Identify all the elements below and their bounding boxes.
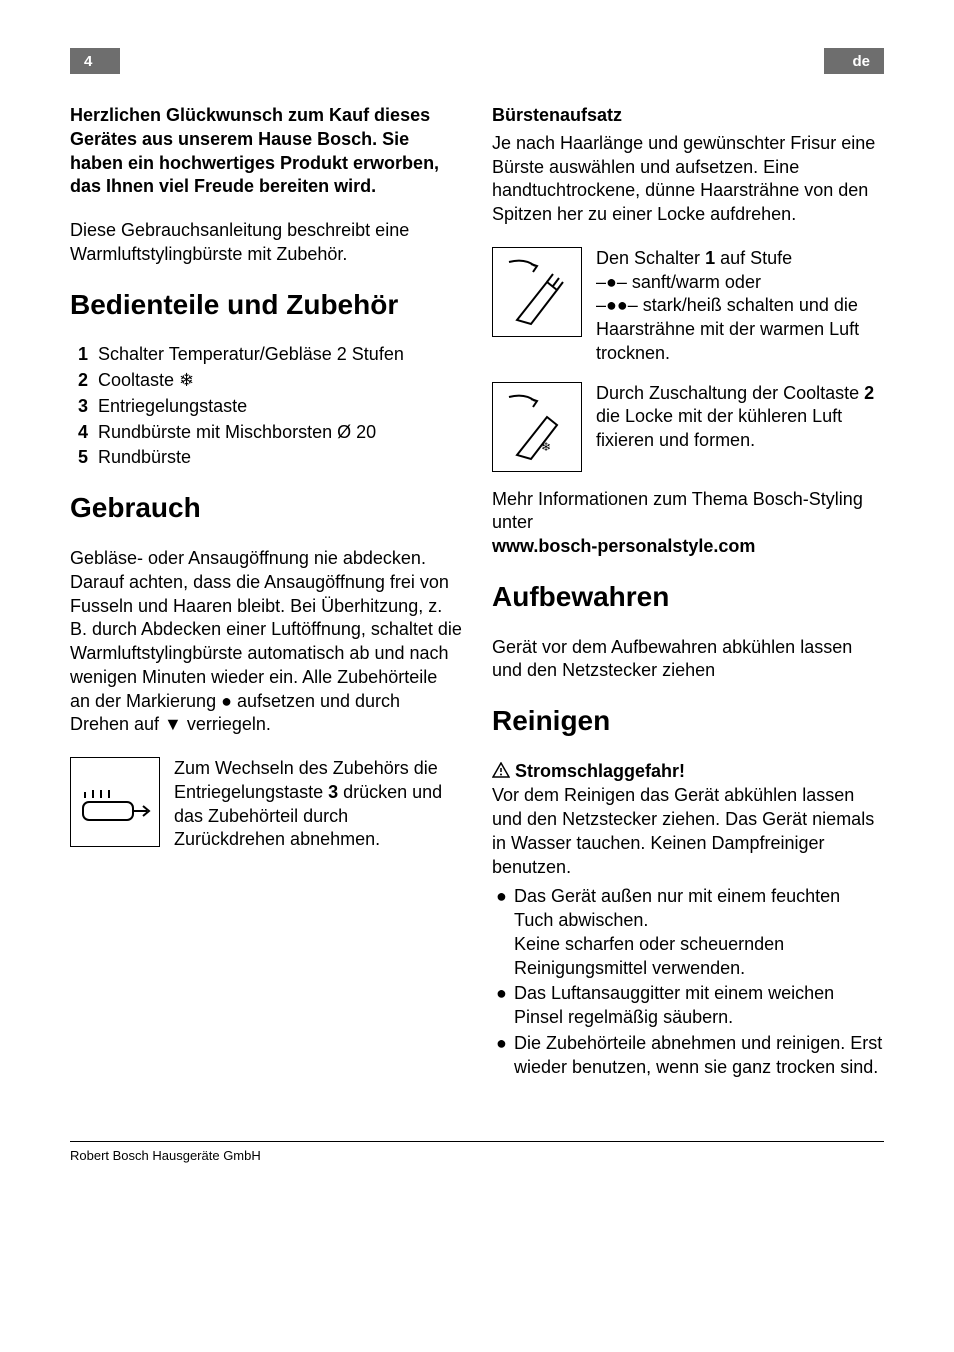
header-spacer — [120, 48, 824, 74]
use-paragraph: Gebläse- oder Ansaugöffnung nie abdecken… — [70, 547, 462, 737]
txt: –●●– stark/heiß schalten und die Haarstr… — [596, 295, 859, 363]
footer: Robert Bosch Hausgeräte GmbH — [70, 1141, 884, 1163]
header-bar: 4 de — [70, 48, 884, 74]
txt-bold: 3 — [328, 782, 338, 802]
bullet-text: Das Gerät außen nur mit einem feuchten T… — [514, 885, 884, 980]
cool-button-icon: ❄ — [492, 382, 582, 472]
bullet-mark-icon: ● — [492, 982, 514, 1030]
warning-line: Stromschlaggefahr! — [492, 760, 884, 784]
cool-figure-row: ❄ Durch Zuschaltung der Cooltaste 2 die … — [492, 382, 884, 472]
heading-store: Aufbewahren — [492, 579, 884, 616]
txt: auf Stufe — [715, 248, 792, 268]
list-item: 4Rundbürste mit Mischborsten Ø 20 — [70, 421, 462, 445]
cool-figure-text: Durch Zuschaltung der Cooltaste 2 die Lo… — [596, 382, 884, 453]
list-num: 3 — [70, 395, 98, 419]
list-item: 1Schalter Temperatur/Gebläse 2 Stufen — [70, 343, 462, 367]
list-item: 5Rundbürste — [70, 446, 462, 470]
parts-list: 1Schalter Temperatur/Gebläse 2 Stufen 2C… — [70, 343, 462, 470]
intro-bold: Herzlichen Glückwunsch zum Kauf dieses G… — [70, 104, 462, 199]
list-item: 2Cooltaste ❄ — [70, 369, 462, 393]
clean-paragraph: Vor dem Reinigen das Gerät abkühlen lass… — [492, 784, 884, 879]
txt-bold: 1 — [705, 248, 715, 268]
heading-brush-attachment: Bürstenaufsatz — [492, 104, 884, 128]
store-paragraph: Gerät vor dem Aufbewahren abkühlen lasse… — [492, 636, 884, 684]
bullet-item: ●Das Gerät außen nur mit einem feuchten … — [492, 885, 884, 980]
txt: die Locke mit der kühleren Luft fixieren… — [596, 406, 842, 450]
heat-figure-row: Den Schalter 1 auf Stufe –●– sanft/warm … — [492, 247, 884, 366]
list-item: 3Entriegelungstaste — [70, 395, 462, 419]
list-num: 1 — [70, 343, 98, 367]
content-columns: Herzlichen Glückwunsch zum Kauf dieses G… — [70, 104, 884, 1081]
hot-air-brush-icon — [492, 247, 582, 337]
clean-bullets: ●Das Gerät außen nur mit einem feuchten … — [492, 885, 884, 1079]
txt: Durch Zuschaltung der Cooltaste — [596, 383, 864, 403]
bullet-mark-icon: ● — [492, 885, 514, 980]
brush-paragraph: Je nach Haarlänge und gewünschter Frisur… — [492, 132, 884, 227]
more-info-url: www.bosch-personalstyle.com — [492, 536, 755, 556]
heading-use: Gebrauch — [70, 490, 462, 527]
more-info: Mehr Informationen zum Thema Bosch-Styli… — [492, 488, 884, 559]
left-column: Herzlichen Glückwunsch zum Kauf dieses G… — [70, 104, 462, 1081]
bullet-text: Die Zubehörteile abnehmen und reinigen. … — [514, 1032, 884, 1080]
heading-clean: Reinigen — [492, 703, 884, 740]
warning-text: Stromschlaggefahr! — [515, 761, 685, 781]
brush-release-icon — [70, 757, 160, 847]
list-text: Cooltaste ❄ — [98, 369, 462, 393]
svg-text:❄: ❄ — [541, 440, 551, 454]
language-code: de — [824, 48, 884, 74]
page: 4 de Herzlichen Glückwunsch zum Kauf die… — [0, 0, 954, 1203]
bullet-text: Das Luftansauggitter mit einem weichen P… — [514, 982, 884, 1030]
warning-icon — [492, 761, 510, 785]
intro-sub: Diese Gebrauchsanleitung beschreibt eine… — [70, 219, 462, 267]
list-text: Rundbürste — [98, 446, 462, 470]
heading-parts: Bedienteile und Zubehör — [70, 287, 462, 324]
more-info-text: Mehr Informationen zum Thema Bosch-Styli… — [492, 489, 863, 533]
heat-figure-text: Den Schalter 1 auf Stufe –●– sanft/warm … — [596, 247, 884, 366]
list-num: 4 — [70, 421, 98, 445]
bullet-mark-icon: ● — [492, 1032, 514, 1080]
list-text: Schalter Temperatur/Gebläse 2 Stufen — [98, 343, 462, 367]
list-text: Entriegelungstaste — [98, 395, 462, 419]
txt-bold: 2 — [864, 383, 874, 403]
right-column: Bürstenaufsatz Je nach Haarlänge und gew… — [492, 104, 884, 1081]
use-figure-text: Zum Wechseln des Zubehörs die Entriegelu… — [174, 757, 462, 852]
bullet-item: ●Das Luftansauggitter mit einem weichen … — [492, 982, 884, 1030]
list-text: Rundbürste mit Mischborsten Ø 20 — [98, 421, 462, 445]
page-number: 4 — [70, 48, 120, 74]
list-num: 5 — [70, 446, 98, 470]
list-num: 2 — [70, 369, 98, 393]
txt: Den Schalter — [596, 248, 705, 268]
txt: –●– sanft/warm oder — [596, 272, 761, 292]
use-figure-row: Zum Wechseln des Zubehörs die Entriegelu… — [70, 757, 462, 852]
bullet-item: ●Die Zubehörteile abnehmen und reinigen.… — [492, 1032, 884, 1080]
